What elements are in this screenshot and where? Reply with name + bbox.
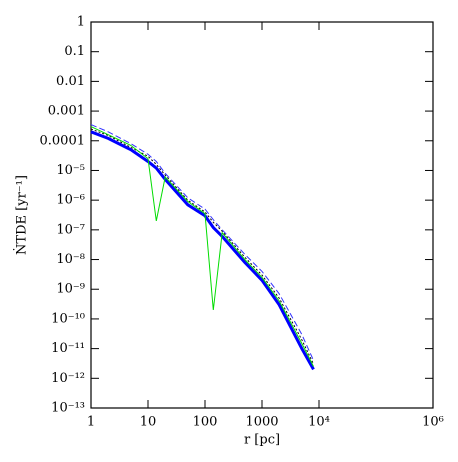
series-line [90,124,314,361]
x-tick-label: 10 [140,415,157,430]
x-tick-label: 1 [87,415,95,430]
y-tick-label: 0.1 [64,44,85,59]
x-tick-label: 10⁴ [308,415,330,430]
x-tick-label: 1000 [245,415,278,430]
y-axis-label: ṄTDE [yr⁻¹] [13,175,30,255]
y-tick-label: 10⁻⁸ [56,252,85,267]
y-tick-label: 1 [77,15,85,30]
series-line [90,130,315,371]
x-tick-label: 10⁶ [422,415,444,430]
y-tick-label: 10⁻⁹ [56,282,85,297]
y-tick-label: 10⁻¹³ [51,401,85,416]
y-tick-label: 10⁻¹¹ [51,341,85,356]
y-tick-label: 0.0001 [40,133,86,148]
y-tick-label: 10⁻⁶ [56,193,85,208]
x-axis-label: r [pc] [244,433,280,448]
plot-frame [90,21,434,409]
y-tick-label: 10⁻¹⁰ [51,311,85,326]
y-tick-label: 0.001 [48,104,85,119]
y-tick-label: 10⁻¹² [51,371,85,386]
series-line [90,126,314,367]
y-tick-label: 10⁻⁷ [56,222,85,237]
series-line [90,128,314,365]
y-tick-label: 10⁻⁵ [56,163,85,178]
x-tick-label: 100 [193,415,218,430]
y-tick-label: 0.01 [56,74,85,89]
